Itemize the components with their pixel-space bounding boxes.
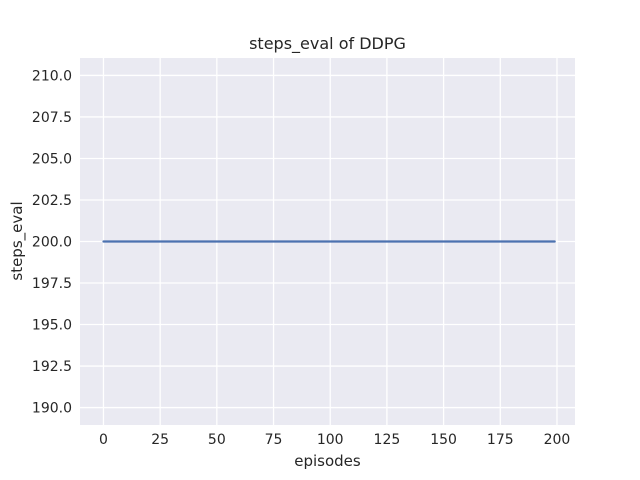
x-tick-label: 100 bbox=[317, 432, 344, 448]
x-tick-label: 125 bbox=[374, 432, 401, 448]
x-tick-label: 50 bbox=[208, 432, 226, 448]
y-tick-label: 207.5 bbox=[32, 110, 72, 126]
y-tick-label: 190.0 bbox=[32, 401, 72, 417]
y-tick-label: 202.5 bbox=[32, 193, 72, 209]
x-tick-label: 75 bbox=[265, 432, 283, 448]
y-tick-label: 205.0 bbox=[32, 151, 72, 167]
x-tick-label: 200 bbox=[544, 432, 571, 448]
x-axis-label: episodes bbox=[294, 452, 361, 470]
x-tick-label: 150 bbox=[430, 432, 457, 448]
y-axis-label: steps_eval bbox=[8, 201, 26, 281]
x-tick-label: 175 bbox=[487, 432, 514, 448]
y-tick-label: 195.0 bbox=[32, 318, 72, 334]
y-tick-label: 200.0 bbox=[32, 235, 72, 251]
y-tick-label: 192.5 bbox=[32, 359, 72, 375]
x-tick-label: 0 bbox=[99, 432, 108, 448]
y-tick-label: 197.5 bbox=[32, 276, 72, 292]
chart-title: steps_eval of DDPG bbox=[249, 34, 406, 53]
x-tick-label: 25 bbox=[151, 432, 169, 448]
y-tick-label: 210.0 bbox=[32, 68, 72, 84]
